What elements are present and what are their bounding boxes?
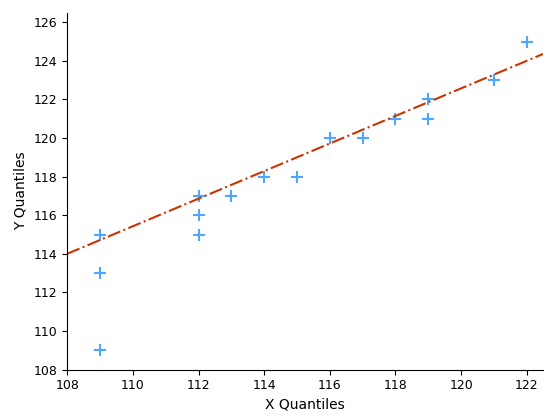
Y-axis label: Y Quantiles: Y Quantiles (14, 152, 28, 231)
X-axis label: X Quantiles: X Quantiles (265, 398, 345, 412)
